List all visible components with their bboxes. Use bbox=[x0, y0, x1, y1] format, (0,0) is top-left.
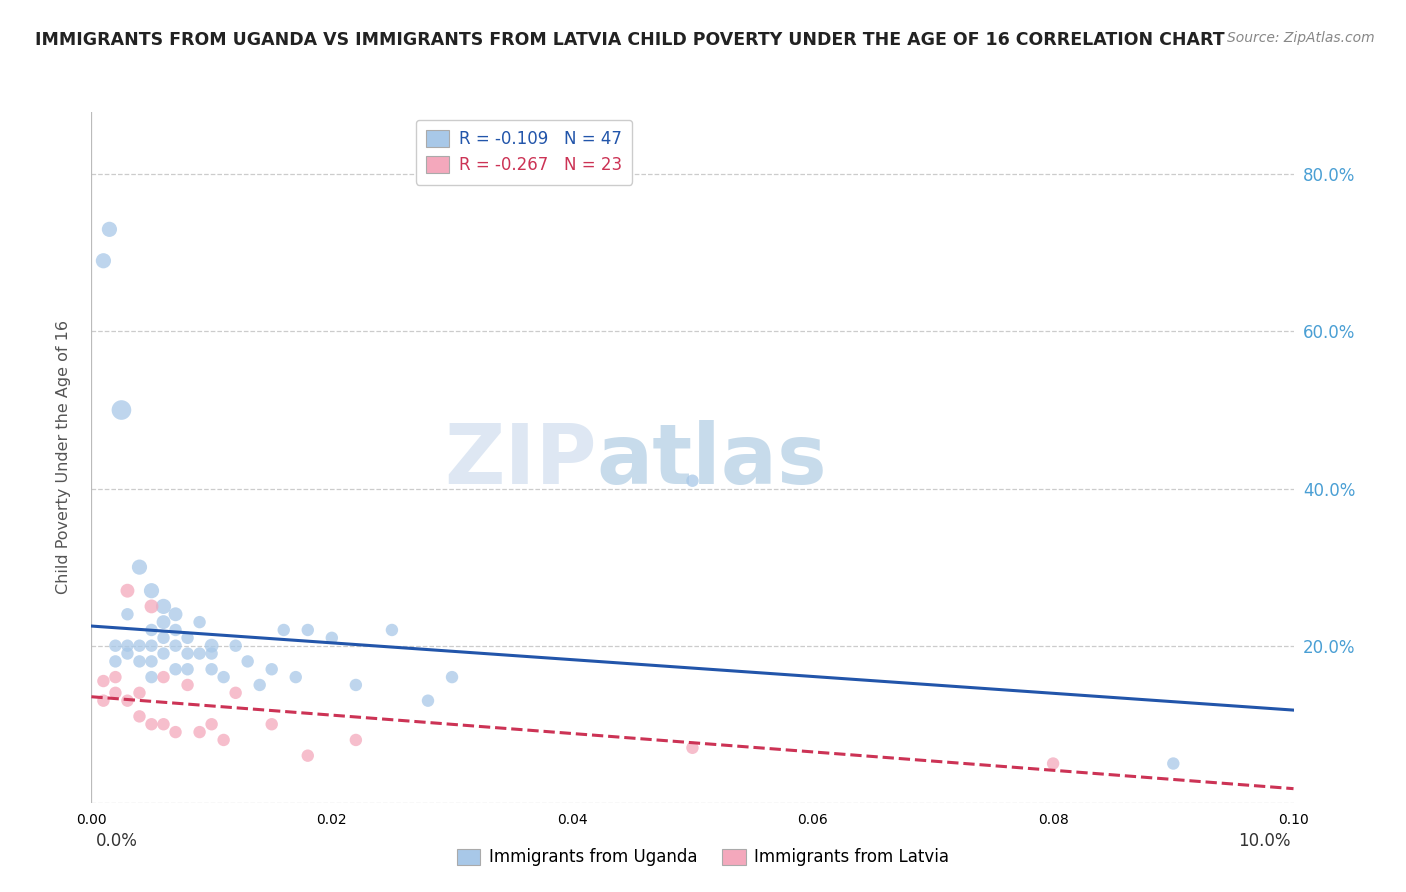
Point bbox=[344, 678, 367, 692]
Point bbox=[344, 733, 367, 747]
Point bbox=[117, 607, 139, 622]
Point bbox=[236, 654, 259, 668]
Point bbox=[141, 717, 163, 731]
Point bbox=[440, 670, 463, 684]
Text: Source: ZipAtlas.com: Source: ZipAtlas.com bbox=[1227, 31, 1375, 45]
Point bbox=[128, 686, 150, 700]
Point bbox=[128, 709, 150, 723]
Text: ZIP: ZIP bbox=[444, 420, 596, 501]
Point bbox=[249, 678, 271, 692]
Point bbox=[201, 717, 224, 731]
Point bbox=[152, 670, 174, 684]
Point bbox=[141, 583, 163, 598]
Point bbox=[176, 662, 198, 676]
Point bbox=[110, 403, 132, 417]
Point bbox=[104, 639, 127, 653]
Point bbox=[681, 740, 703, 755]
Point bbox=[93, 673, 115, 688]
Point bbox=[321, 631, 343, 645]
Point bbox=[260, 662, 283, 676]
Point bbox=[201, 662, 224, 676]
Point bbox=[141, 654, 163, 668]
Point bbox=[165, 725, 187, 739]
Point bbox=[1161, 756, 1184, 771]
Point bbox=[284, 670, 307, 684]
Text: 10.0%: 10.0% bbox=[1239, 832, 1291, 850]
Point bbox=[188, 647, 211, 661]
Point bbox=[128, 639, 150, 653]
Point bbox=[152, 717, 174, 731]
Point bbox=[128, 560, 150, 574]
Point bbox=[201, 647, 224, 661]
Legend: Immigrants from Uganda, Immigrants from Latvia: Immigrants from Uganda, Immigrants from … bbox=[450, 842, 956, 873]
Point bbox=[188, 725, 211, 739]
Point bbox=[381, 623, 404, 637]
Point bbox=[141, 623, 163, 637]
Point bbox=[141, 639, 163, 653]
Point bbox=[141, 599, 163, 614]
Point bbox=[117, 583, 139, 598]
Point bbox=[117, 694, 139, 708]
Point bbox=[98, 222, 121, 236]
Point bbox=[297, 748, 319, 763]
Point bbox=[273, 623, 295, 637]
Point bbox=[212, 670, 235, 684]
Point bbox=[152, 647, 174, 661]
Point bbox=[165, 623, 187, 637]
Point bbox=[152, 599, 174, 614]
Point bbox=[152, 631, 174, 645]
Point bbox=[117, 647, 139, 661]
Point bbox=[128, 654, 150, 668]
Point bbox=[416, 694, 439, 708]
Y-axis label: Child Poverty Under the Age of 16: Child Poverty Under the Age of 16 bbox=[56, 320, 70, 594]
Point bbox=[165, 639, 187, 653]
Point bbox=[297, 623, 319, 637]
Point bbox=[260, 717, 283, 731]
Point bbox=[176, 647, 198, 661]
Point bbox=[201, 639, 224, 653]
Point bbox=[681, 474, 703, 488]
Point bbox=[117, 639, 139, 653]
Point bbox=[152, 615, 174, 629]
Point bbox=[141, 670, 163, 684]
Point bbox=[104, 686, 127, 700]
Text: atlas: atlas bbox=[596, 420, 827, 501]
Point bbox=[165, 662, 187, 676]
Point bbox=[225, 686, 247, 700]
Point bbox=[104, 654, 127, 668]
Point bbox=[176, 631, 198, 645]
Point bbox=[212, 733, 235, 747]
Point bbox=[1042, 756, 1064, 771]
Point bbox=[104, 670, 127, 684]
Point bbox=[176, 678, 198, 692]
Point bbox=[165, 607, 187, 622]
Point bbox=[93, 694, 115, 708]
Text: 0.0%: 0.0% bbox=[96, 832, 138, 850]
Point bbox=[93, 253, 115, 268]
Point bbox=[225, 639, 247, 653]
Legend: R = -0.109   N = 47, R = -0.267   N = 23: R = -0.109 N = 47, R = -0.267 N = 23 bbox=[416, 120, 633, 185]
Point bbox=[188, 615, 211, 629]
Text: IMMIGRANTS FROM UGANDA VS IMMIGRANTS FROM LATVIA CHILD POVERTY UNDER THE AGE OF : IMMIGRANTS FROM UGANDA VS IMMIGRANTS FRO… bbox=[35, 31, 1225, 49]
